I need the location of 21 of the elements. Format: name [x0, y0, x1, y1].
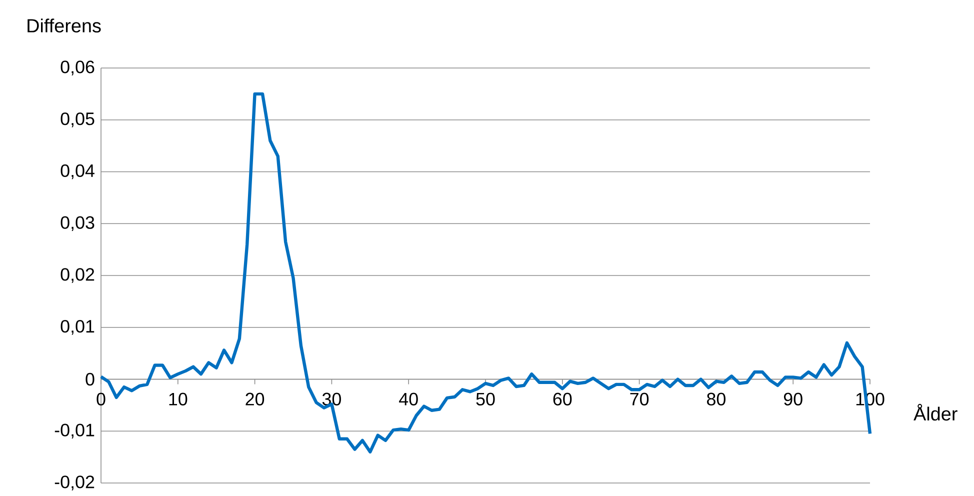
y-tick-label: 0,03	[60, 216, 94, 232]
x-tick-label: 10	[169, 392, 188, 406]
y-tick-label: 0,04	[60, 164, 94, 180]
x-tick-label: 30	[322, 392, 341, 406]
y-tick-label: -0,02	[54, 476, 94, 490]
x-tick-label: 0	[96, 392, 106, 406]
x-tick-label: 60	[553, 392, 572, 406]
y-tick-label: 0,02	[60, 268, 94, 283]
y-tick-label: 0,05	[60, 112, 94, 128]
y-tick-label: -0,01	[54, 424, 94, 439]
y-tick-label: 0	[86, 372, 94, 386]
x-tick-label: 40	[399, 392, 418, 406]
y-tick-label: 0,06	[60, 60, 94, 76]
y-tick-label: 0,01	[60, 320, 94, 335]
x-tick-label: 80	[707, 392, 726, 406]
x-tick-label: 50	[476, 392, 495, 406]
x-tick-label: 90	[784, 392, 802, 406]
x-tick-label: 70	[630, 392, 649, 406]
x-axis-title: Ålder	[914, 404, 958, 421]
x-tick-label: 20	[246, 392, 264, 406]
y-axis-title: Differens	[28, 18, 101, 32]
